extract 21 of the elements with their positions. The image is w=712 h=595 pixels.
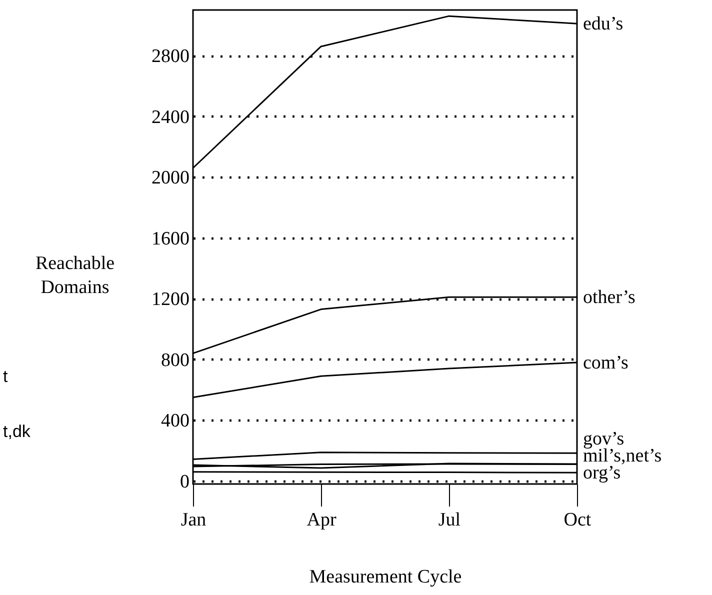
series-label: edu’s <box>583 14 624 35</box>
y-tick-label: 800 <box>161 350 190 371</box>
x-tick-label: Oct <box>564 510 592 530</box>
series-label: gov’s <box>583 428 624 450</box>
series-label: com’s <box>583 352 628 374</box>
x-tick-label: Jan <box>180 510 207 530</box>
x-tick-label: Jul <box>438 510 461 530</box>
y-tick-label: 1600 <box>152 228 190 250</box>
text: t,dk <box>3 422 31 441</box>
y-tick-label: 0 <box>180 471 190 492</box>
x-tick-label: Apr <box>306 510 337 530</box>
y-tick-label: 1200 <box>152 289 190 310</box>
y-tick-label: 2400 <box>152 106 190 128</box>
y-tick-label: 2800 <box>152 46 190 68</box>
x-axis-title: Measurement Cycle <box>309 566 462 588</box>
series-label: org’s <box>583 462 621 484</box>
text: t <box>3 367 8 386</box>
y-tick-label: 400 <box>161 410 190 432</box>
y-axis-title: Reachable Domains <box>35 253 115 298</box>
series-label: other’s <box>583 287 636 308</box>
y-tick-label: 2000 <box>152 168 190 189</box>
